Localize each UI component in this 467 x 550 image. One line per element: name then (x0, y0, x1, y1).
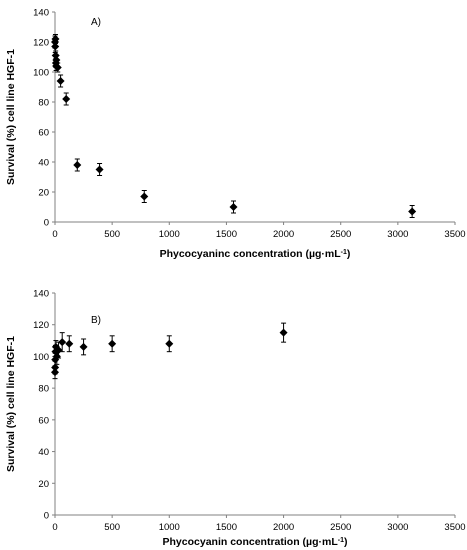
x-tick-label: 500 (104, 522, 120, 533)
y-tick-label: 140 (33, 289, 49, 300)
data-point (140, 190, 149, 203)
axes (54, 12, 455, 223)
x-axis-label-close: ) (347, 248, 351, 260)
data-point (79, 338, 88, 356)
x-tick-label: 0 (52, 229, 57, 240)
y-tick-label: 20 (38, 479, 49, 490)
diamond-marker (58, 338, 67, 347)
diamond-marker (408, 207, 417, 216)
diamond-marker (56, 77, 65, 85)
chart-panel-b: 0 20 40 60 80 100 120 140 0 500 1000 1500 2000 2500 3… (5, 289, 466, 549)
diamond-marker (108, 339, 117, 348)
x-axis-label-close: ) (344, 536, 348, 548)
data-point (56, 74, 65, 88)
diamond-marker (51, 35, 60, 43)
data-point (73, 158, 82, 172)
y-tick-label: 60 (38, 128, 49, 139)
diamond-marker (62, 95, 71, 103)
data-point (58, 332, 67, 353)
x-tick-group: 0 500 1000 1500 2000 2500 3000 3500 (52, 515, 466, 533)
x-tick-label: 1500 (216, 229, 237, 240)
x-tick-label: 3000 (387, 229, 408, 240)
x-tick-label: 3500 (444, 522, 465, 533)
diamond-marker (79, 342, 88, 351)
y-tick-label: 0 (44, 511, 49, 522)
y-tick-label: 100 (33, 68, 49, 79)
data-point (62, 92, 71, 106)
y-tick-label: 40 (38, 158, 49, 169)
x-tick-label: 500 (104, 229, 120, 240)
data-point (108, 335, 117, 353)
y-tick-group: 0 20 40 60 80 100 120 140 (33, 289, 55, 522)
x-axis-label-superscript: -1 (341, 249, 347, 256)
y-tick-label: 80 (38, 98, 49, 109)
x-axis-label: Phycocyanin concentration (µg·mL-1) (163, 536, 348, 548)
data-point (229, 200, 238, 214)
x-tick-label: 0 (52, 522, 57, 533)
y-tick-group: 0 20 40 60 80 100 120 140 (33, 8, 55, 229)
x-axis-label-text: Phycocyanin concentration (µg·mL (163, 536, 339, 548)
data-point (165, 335, 174, 353)
x-axis-label: Phycocyaninc concentration (µg·mL-1) (160, 248, 351, 260)
y-tick-label: 120 (33, 38, 49, 49)
data-point (65, 335, 74, 353)
y-axis-label: Survival (%) cell line HGF-1 (5, 336, 17, 472)
data-point (51, 34, 60, 44)
y-tick-label: 60 (38, 415, 49, 426)
y-axis-label: Survival (%) cell line HGF-1 (5, 49, 17, 185)
x-tick-label: 3000 (387, 522, 408, 533)
diamond-marker (73, 161, 82, 169)
x-tick-label: 2000 (273, 522, 294, 533)
x-tick-label: 1000 (159, 229, 180, 240)
chart-panel-a: 0 20 40 60 80 100 120 140 0 500 1000 1500 2000 2500 3… (5, 8, 466, 261)
x-tick-label: 2000 (273, 229, 294, 240)
diamond-marker (53, 63, 62, 72)
diamond-marker (51, 42, 60, 51)
x-tick-label: 2500 (330, 229, 351, 240)
y-tick-label: 140 (33, 8, 49, 19)
y-tick-label: 120 (33, 320, 49, 331)
y-tick-label: 40 (38, 447, 49, 458)
x-tick-label: 3500 (444, 229, 465, 240)
panel-label: A) (91, 17, 101, 28)
x-axis-label-text: Phycocyaninc concentration (µg·mL (160, 248, 342, 260)
x-tick-label: 1500 (216, 522, 237, 533)
panel-label: B) (91, 315, 101, 326)
diamond-marker (279, 328, 288, 337)
diamond-marker (229, 203, 238, 211)
diamond-marker (52, 56, 61, 64)
y-tick-label: 0 (44, 218, 49, 229)
axes (54, 293, 455, 516)
diamond-marker (95, 165, 104, 174)
data-points (51, 322, 288, 380)
data-point (408, 205, 417, 218)
data-point (53, 62, 62, 73)
diamond-marker (165, 339, 174, 348)
diamond-marker (140, 192, 149, 201)
x-tick-label: 1000 (159, 522, 180, 533)
y-tick-label: 100 (33, 352, 49, 363)
y-tick-label: 20 (38, 188, 49, 199)
data-point (95, 163, 104, 176)
y-tick-label: 80 (38, 384, 49, 395)
data-point (279, 322, 288, 343)
data-points (51, 34, 417, 218)
x-tick-group: 0 500 1000 1500 2000 2500 3000 3500 (52, 222, 466, 240)
x-axis-label-superscript: -1 (338, 537, 344, 544)
x-tick-label: 2500 (330, 522, 351, 533)
diamond-marker (65, 339, 74, 348)
